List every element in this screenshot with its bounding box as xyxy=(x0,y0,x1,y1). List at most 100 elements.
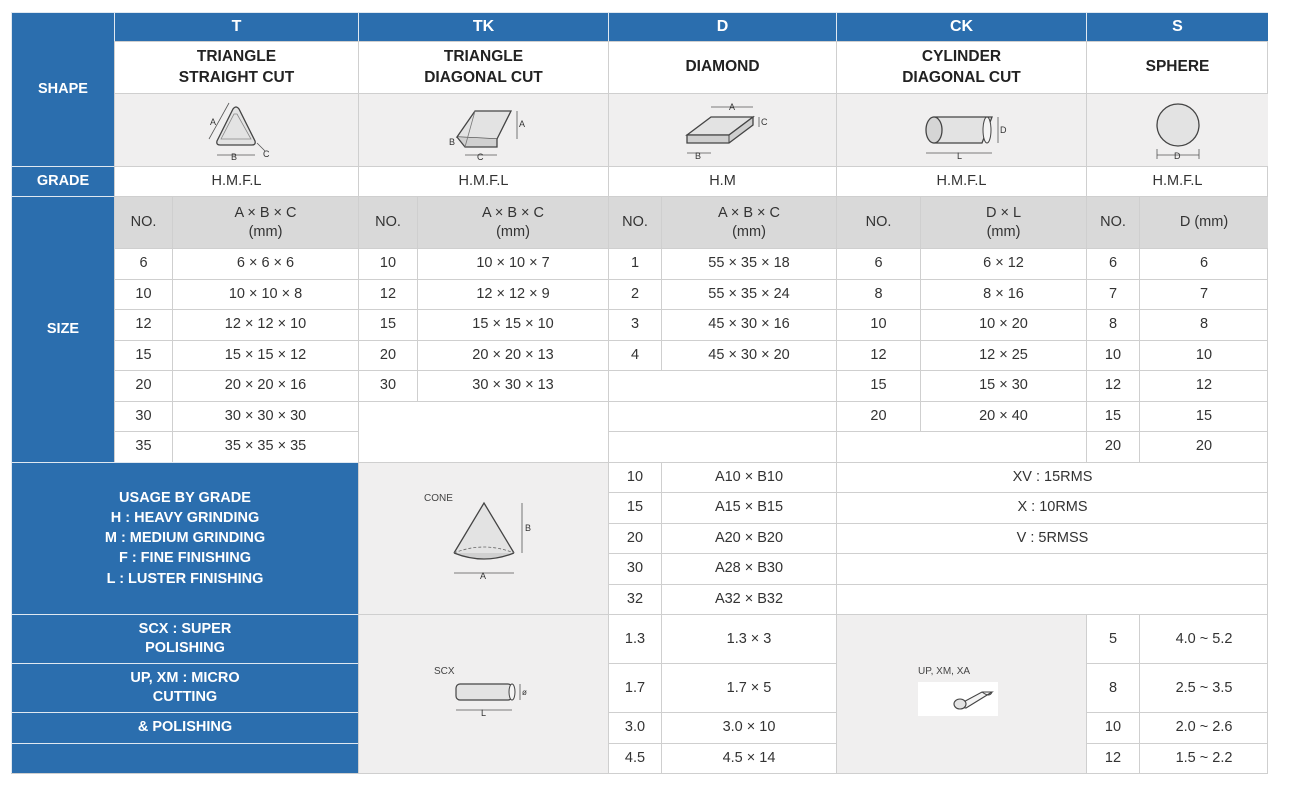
diamond-image: A C B xyxy=(608,93,836,166)
grade-s: H.M.F.L xyxy=(1086,166,1268,196)
size-cell: 30 xyxy=(114,400,172,431)
svg-text:C: C xyxy=(761,117,768,127)
svg-text:A: A xyxy=(210,117,216,127)
product-spec-table: SHAPE T TK D CK S TRIANGLE STRAIGHT CUT … xyxy=(11,12,1268,774)
empty-cell xyxy=(608,370,836,401)
size-header-ck: D × L (mm) xyxy=(920,196,1086,248)
polish-label-empty xyxy=(11,742,358,773)
up-xm-xa-image: UP, XM, XA xyxy=(836,614,1086,773)
size-cell: 20 xyxy=(114,370,172,401)
up-no: 5 xyxy=(1086,614,1139,663)
svg-text:D: D xyxy=(1174,151,1181,161)
cone-size: A15 × B15 xyxy=(661,492,836,523)
size-cell: 15 xyxy=(1139,400,1268,431)
size-cell: 10 × 20 xyxy=(920,309,1086,340)
svg-text:CONE: CONE xyxy=(424,493,453,504)
size-cell: 10 xyxy=(836,309,920,340)
grade-ck: H.M.F.L xyxy=(836,166,1086,196)
row-label-shape: SHAPE xyxy=(11,12,114,166)
size-cell: 15 × 15 × 12 xyxy=(172,339,358,370)
size-cell: 10 × 10 × 7 xyxy=(417,248,608,279)
scx-size: 1.3 × 3 xyxy=(661,614,836,663)
svg-text:UP, XM, XA: UP, XM, XA xyxy=(918,666,970,677)
svg-text:SCX: SCX xyxy=(434,666,455,677)
size-header-s: D (mm) xyxy=(1139,196,1268,248)
row-label-size: SIZE xyxy=(11,196,114,462)
cone-no: 30 xyxy=(608,553,661,584)
svg-text:C: C xyxy=(263,149,270,159)
cone-size: A32 × B32 xyxy=(661,583,836,614)
finish-x: X : 10RMS xyxy=(836,492,1268,523)
empty-cell xyxy=(358,400,608,462)
size-cell: 3 xyxy=(608,309,661,340)
size-cell: 55 × 35 × 24 xyxy=(661,278,836,309)
grade-t: H.M.F.L xyxy=(114,166,358,196)
triangle-straight-cut-image: A B C xyxy=(114,93,358,166)
size-cell: 6 xyxy=(114,248,172,279)
name-t: TRIANGLE STRAIGHT CUT xyxy=(114,41,358,93)
size-cell: 10 xyxy=(1086,339,1139,370)
size-cell: 35 × 35 × 35 xyxy=(172,431,358,462)
code-s: S xyxy=(1086,12,1268,41)
size-cell: 15 xyxy=(836,370,920,401)
size-cell: 45 × 30 × 20 xyxy=(661,339,836,370)
cone-image: CONE B A xyxy=(358,461,608,614)
size-cell: 12 × 25 xyxy=(920,339,1086,370)
up-size: 2.5 ~ 3.5 xyxy=(1139,663,1268,712)
polish-label-up-xm: UP, XM : MICRO CUTTING xyxy=(11,663,358,712)
diamond-icon: A C B xyxy=(684,102,768,161)
svg-text:B: B xyxy=(231,152,237,162)
svg-text:B: B xyxy=(449,137,455,147)
size-cell: 12 × 12 × 9 xyxy=(417,278,608,309)
scx-size: 1.7 × 5 xyxy=(661,663,836,712)
finish-v: V : 5RMSS xyxy=(836,522,1268,553)
size-cell: 30 × 30 × 13 xyxy=(417,370,608,401)
size-cell: 7 xyxy=(1139,278,1268,309)
size-cell: 55 × 35 × 18 xyxy=(661,248,836,279)
size-cell: 12 xyxy=(836,339,920,370)
size-cell: 20 xyxy=(358,339,417,370)
size-cell: 15 xyxy=(114,339,172,370)
size-cell: 6 × 6 × 6 xyxy=(172,248,358,279)
up-size: 2.0 ~ 2.6 xyxy=(1139,712,1268,743)
polish-label-and: & POLISHING xyxy=(11,712,358,743)
sphere-icon: D xyxy=(1155,103,1200,161)
usage-by-grade: USAGE BY GRADE H : HEAVY GRINDING M : ME… xyxy=(11,461,358,614)
size-cell: 15 × 15 × 10 xyxy=(417,309,608,340)
empty-cell xyxy=(608,400,836,431)
up-tool-icon: UP, XM, XA xyxy=(917,666,998,716)
scx-no: 3.0 xyxy=(608,712,661,743)
svg-text:B: B xyxy=(695,151,701,161)
empty-cell xyxy=(836,583,1268,614)
sphere-image: D xyxy=(1086,93,1268,166)
size-cell: 10 xyxy=(358,248,417,279)
size-cell: 6 × 12 xyxy=(920,248,1086,279)
name-s: SPHERE xyxy=(1086,41,1268,93)
cone-no: 20 xyxy=(608,522,661,553)
size-cell: 10 × 10 × 8 xyxy=(172,278,358,309)
svg-text:C: C xyxy=(477,152,484,162)
up-size: 4.0 ~ 5.2 xyxy=(1139,614,1268,663)
size-cell: 6 xyxy=(1086,248,1139,279)
svg-text:ø: ø xyxy=(522,688,527,697)
size-cell: 12 xyxy=(358,278,417,309)
scx-size: 3.0 × 10 xyxy=(661,712,836,743)
size-cell: 15 xyxy=(358,309,417,340)
name-ck: CYLINDER DIAGONAL CUT xyxy=(836,41,1086,93)
size-cell: 8 xyxy=(1139,309,1268,340)
empty-cell xyxy=(836,553,1268,584)
scx-no: 4.5 xyxy=(608,742,661,773)
size-header-no: NO. xyxy=(358,196,417,248)
size-cell: 35 xyxy=(114,431,172,462)
size-header-no: NO. xyxy=(114,196,172,248)
size-cell: 7 xyxy=(1086,278,1139,309)
size-cell: 8 × 16 xyxy=(920,278,1086,309)
code-t: T xyxy=(114,12,358,41)
size-header-d: A × B × C (mm) xyxy=(661,196,836,248)
scx-image: SCX ø L xyxy=(358,614,608,773)
size-cell: 1 xyxy=(608,248,661,279)
up-size: 1.5 ~ 2.2 xyxy=(1139,742,1268,773)
size-cell: 20 × 20 × 13 xyxy=(417,339,608,370)
size-header-t: A × B × C (mm) xyxy=(172,196,358,248)
size-cell: 12 xyxy=(1086,370,1139,401)
